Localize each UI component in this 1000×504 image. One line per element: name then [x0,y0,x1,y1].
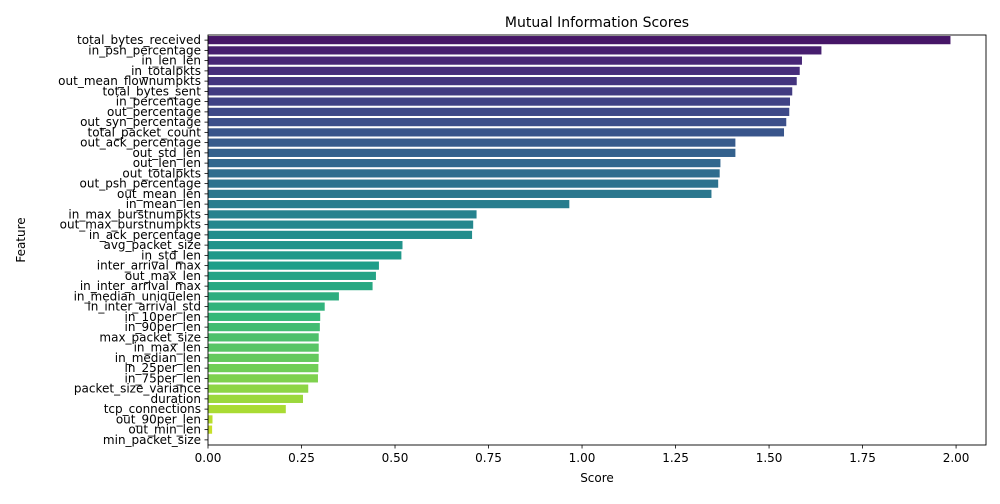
y-tick-label-duration: duration [151,392,202,406]
bar-out-totalpkts [208,169,720,178]
y-tick-label-total-packet-count: total_packet_count [88,125,202,139]
bar-total-bytes-received [208,36,951,45]
y-tick-label-avg-packet-size: avg_packet_size [103,238,201,252]
y-tick-label-out-std-len: out_std_len [132,146,201,160]
y-tick-label-total-bytes-sent: total_bytes_sent [103,84,202,98]
y-tick-label-in-10per-len: in_10per_len [125,310,201,324]
y-tick-label-out-mean-len: out_mean_len [117,187,201,201]
y-tick-label-packet-size-variance: packet_size_variance [74,382,201,396]
y-tick-label-out-ack-percentage: out_ack_percentage [80,136,201,150]
y-tick-label-out-psh-percentage: out_psh_percentage [80,177,201,191]
bar-out-std-len [208,148,736,157]
x-axis-ticks: 0.00 0.25 0.50 0.75 1.00 1.25 1.50 1.75 2.00 [195,445,970,465]
y-tick-label-in-25per-len: in_25per_len [125,361,201,375]
bar-in-mean-len [208,200,570,209]
bar-out-max-len [208,271,376,280]
plot-frame [207,34,987,446]
bar-in-median-len [208,353,319,362]
y-tick-label-in-median-uniquelen: in_median_uniquelen [74,289,201,303]
bar-in-max-len [208,343,319,352]
y-axis-label: Feature [14,217,28,262]
bar-out-syn-percentage [208,118,787,127]
x-tick-label: 1.25 [662,451,689,465]
bar-in-10per-len [208,312,321,321]
y-tick-label-in-max-burstnumpkts: in_max_burstnumpkts [68,207,201,221]
y-tick-label-in-ack-percentage: in_ack_percentage [89,228,201,242]
y-tick-label-in-percentage: in_percentage [116,95,201,109]
bars-group [208,36,951,434]
bar-out-percentage [208,107,790,116]
bar-in-totalpkts [208,66,800,75]
y-tick-label-in-psh-percentage: in_psh_percentage [88,43,201,57]
y-tick-label-out-syn-percentage: out_syn_percentage [80,115,201,129]
y-tick-label-out-mean-flownumpkts: out_mean_flownumpkts [58,74,201,88]
x-axis-label: Score [580,471,614,485]
bar-in-std-len [208,251,402,260]
y-tick-label-in-75per-len: in_75per_len [125,371,201,385]
bar-out-ack-percentage [208,138,736,147]
x-tick-label: 0.00 [195,451,222,465]
bar-out-mean-len [208,189,712,198]
y-tick-label-tcp-connections: tcp_connections [104,402,201,416]
x-tick-label: 1.00 [569,451,596,465]
bar-in-25per-len [208,364,319,373]
y-tick-label-inter-arrival-max: inter_arrival_max [97,259,201,273]
bar-in-percentage [208,97,791,106]
bar-out-90per-len [208,415,213,424]
bar-out-max-burstnumpkts [208,220,474,229]
chart-title: Mutual Information Scores [505,15,689,31]
y-tick-label-total-bytes-received: total_bytes_received [77,33,201,47]
bar-duration [208,394,304,403]
y-tick-label-in-inter-arrival-std: in_inter_arrival_std [87,300,201,314]
x-tick-label: 1.50 [756,451,783,465]
x-tick-label: 0.75 [475,451,502,465]
bar-in-inter-arrival-max [208,282,373,291]
y-tick-label-in-inter-arrival-max: in_inter_arrival_max [80,279,201,293]
y-tick-label-out-max-burstnumpkts: out_max_burstnumpkts [60,218,201,232]
x-tick-label: 0.50 [382,451,409,465]
bar-max-packet-size [208,333,319,342]
y-tick-label-in-std-len: in_std_len [141,248,201,262]
y-axis-ticks: total_bytes_receivedin_psh_percentagein_… [58,33,208,447]
y-tick-label-in-len-len: in_len_len [141,54,201,68]
y-tick-label-in-90per-len: in_90per_len [125,320,201,334]
bar-total-packet-count [208,128,785,137]
bar-out-min-len [208,425,213,434]
bar-out-len-len [208,159,721,168]
y-tick-label-in-mean-len: in_mean_len [126,197,201,211]
bar-total-bytes-sent [208,87,793,96]
y-tick-label-out-90per-len: out_90per_len [116,412,201,426]
bar-out-mean-flownumpkts [208,77,797,86]
bar-packet-size-variance [208,384,309,393]
bar-in-psh-percentage [208,46,822,55]
x-tick-label: 2.00 [943,451,970,465]
bar-in-90per-len [208,323,320,332]
x-tick-label: 0.25 [288,451,315,465]
y-tick-label-max-packet-size: max_packet_size [99,330,201,344]
x-tick-label: 1.75 [849,451,876,465]
bar-inter-arrival-max [208,261,379,270]
bar-in-median-uniquelen [208,292,339,301]
y-tick-label-out-len-len: out_len_len [133,156,201,170]
bar-tcp-connections [208,405,286,414]
y-tick-label-in-median-len: in_median_len [115,351,201,365]
y-tick-label-out-min-len: out_min_len [128,423,201,437]
bar-in-max-burstnumpkts [208,210,477,219]
bar-in-len-len [208,56,802,65]
y-tick-label-in-totalpkts: in_totalpkts [131,64,201,78]
y-tick-label-in-max-len: in_max_len [134,341,201,355]
y-tick-label-min-packet-size: min_packet_size [103,433,201,447]
bar-in-75per-len [208,374,318,383]
bar-in-inter-arrival-std [208,302,325,311]
y-tick-label-out-percentage: out_percentage [107,105,201,119]
bar-avg-packet-size [208,241,403,250]
y-tick-label-out-totalpkts: out_totalpkts [122,166,201,180]
bar-in-ack-percentage [208,230,473,239]
y-tick-label-out-max-len: out_max_len [125,269,201,283]
bar-out-psh-percentage [208,179,719,188]
